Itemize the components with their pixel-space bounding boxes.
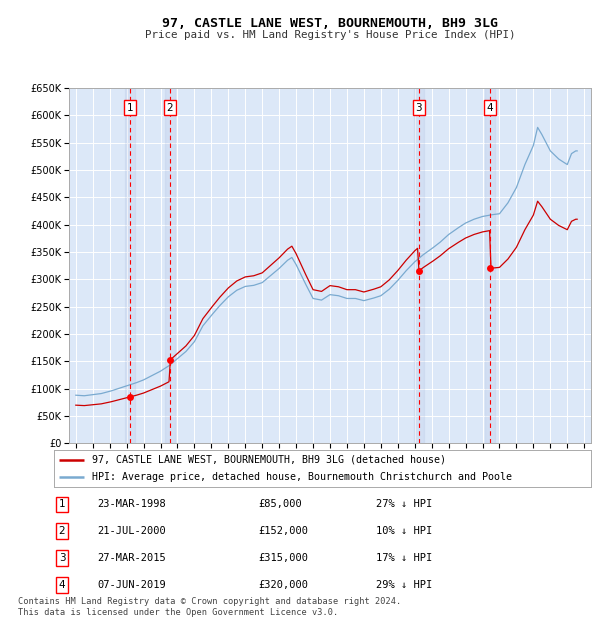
Text: 4: 4 — [59, 580, 65, 590]
Text: HPI: Average price, detached house, Bournemouth Christchurch and Poole: HPI: Average price, detached house, Bour… — [92, 472, 512, 482]
Text: £315,000: £315,000 — [258, 553, 308, 563]
Text: £152,000: £152,000 — [258, 526, 308, 536]
Text: This data is licensed under the Open Government Licence v3.0.: This data is licensed under the Open Gov… — [18, 608, 338, 617]
Text: 4: 4 — [487, 102, 493, 113]
Text: 2: 2 — [59, 526, 65, 536]
Bar — [413, 88, 424, 443]
Text: 27-MAR-2015: 27-MAR-2015 — [97, 553, 166, 563]
Text: 1: 1 — [127, 102, 134, 113]
Text: 29% ↓ HPI: 29% ↓ HPI — [376, 580, 433, 590]
Text: Price paid vs. HM Land Registry's House Price Index (HPI): Price paid vs. HM Land Registry's House … — [145, 30, 515, 40]
Text: 07-JUN-2019: 07-JUN-2019 — [97, 580, 166, 590]
Text: 3: 3 — [415, 102, 422, 113]
Text: 97, CASTLE LANE WEST, BOURNEMOUTH, BH9 3LG (detached house): 97, CASTLE LANE WEST, BOURNEMOUTH, BH9 3… — [92, 455, 446, 465]
Text: 97, CASTLE LANE WEST, BOURNEMOUTH, BH9 3LG: 97, CASTLE LANE WEST, BOURNEMOUTH, BH9 3… — [162, 17, 498, 30]
Bar — [485, 88, 495, 443]
Text: 10% ↓ HPI: 10% ↓ HPI — [376, 526, 433, 536]
Bar — [165, 88, 175, 443]
Bar — [125, 88, 136, 443]
Text: 23-MAR-1998: 23-MAR-1998 — [97, 500, 166, 510]
Text: 1: 1 — [59, 500, 65, 510]
Text: £85,000: £85,000 — [258, 500, 302, 510]
Text: 3: 3 — [59, 553, 65, 563]
Text: 2: 2 — [167, 102, 173, 113]
Text: 27% ↓ HPI: 27% ↓ HPI — [376, 500, 433, 510]
Text: 21-JUL-2000: 21-JUL-2000 — [97, 526, 166, 536]
Text: Contains HM Land Registry data © Crown copyright and database right 2024.: Contains HM Land Registry data © Crown c… — [18, 597, 401, 606]
Text: 17% ↓ HPI: 17% ↓ HPI — [376, 553, 433, 563]
Text: £320,000: £320,000 — [258, 580, 308, 590]
